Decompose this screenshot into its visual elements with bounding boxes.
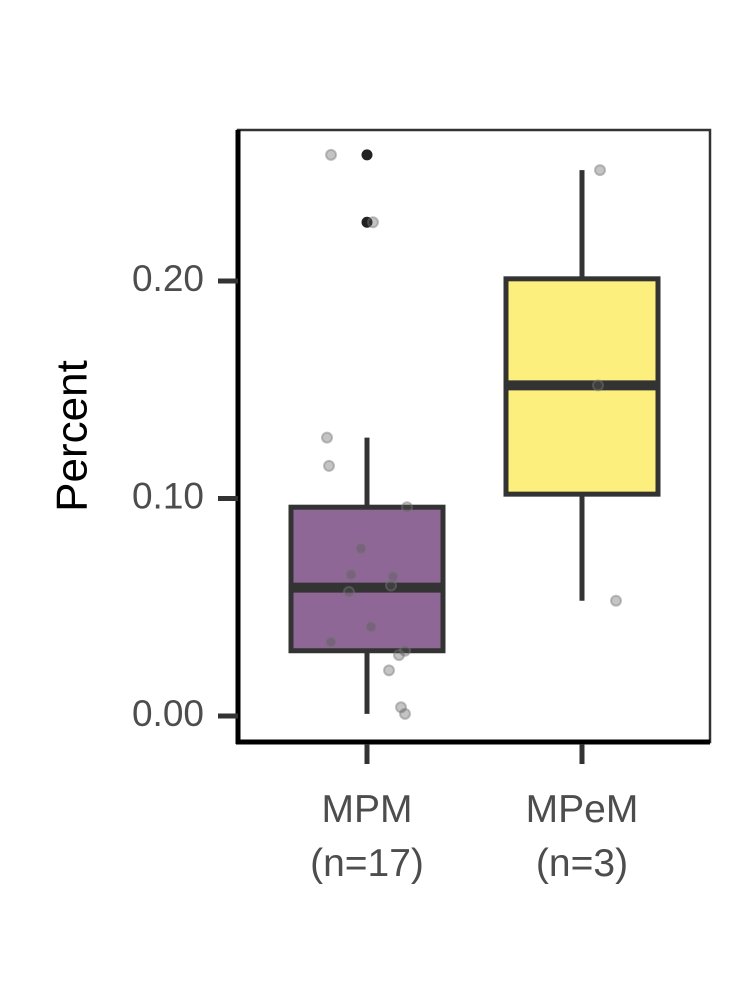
x-tick-label-name: MPeM	[526, 788, 639, 831]
jitter-point	[323, 459, 335, 472]
jitter-point	[610, 594, 622, 607]
jitter-point	[343, 586, 355, 599]
x-tick-label-count: (n=17)	[310, 842, 424, 885]
jitter-point	[383, 664, 395, 677]
jitter-point	[355, 542, 367, 555]
jitter-point	[367, 216, 379, 229]
y-tick-label: 0.20	[132, 258, 204, 299]
jitter-point	[393, 649, 405, 662]
x-tick-label-name: MPM	[322, 788, 413, 831]
jitter-point	[401, 501, 413, 514]
y-axis-ticks: 0.00 0.10 0.20	[132, 258, 238, 734]
jitter-point	[592, 379, 604, 392]
x-tick-label-count: (n=3)	[536, 842, 628, 885]
jitter-point	[399, 644, 411, 657]
jitter-point	[365, 620, 377, 633]
jitter-point	[345, 568, 357, 581]
y-tick-label: 0.00	[132, 693, 204, 734]
jitter-point	[399, 707, 411, 720]
x-axis-ticks: MPM (n=17) MPeM (n=3)	[310, 744, 638, 885]
jitter-point	[325, 636, 337, 649]
plot-marks	[288, 148, 661, 720]
jitter-point	[385, 579, 397, 592]
box	[288, 504, 446, 654]
y-axis-title: Percent	[48, 360, 97, 512]
jitter-point	[395, 701, 407, 714]
outlier-point	[361, 216, 373, 228]
jitter-point	[387, 570, 399, 583]
y-tick-label: 0.10	[132, 475, 204, 516]
box-group-mpem	[503, 164, 661, 607]
outlier-point	[361, 149, 373, 161]
box-group-mpm	[288, 148, 446, 720]
jitter-point	[321, 431, 333, 444]
jitter-point	[594, 164, 606, 177]
jitter-point	[325, 148, 337, 161]
